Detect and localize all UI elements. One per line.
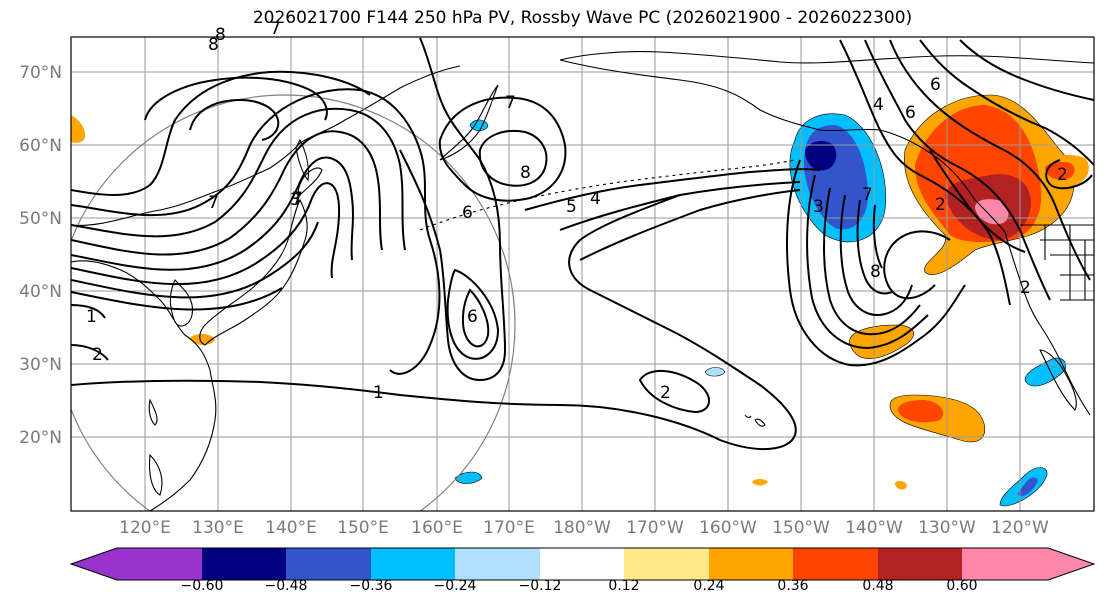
reference-circle	[71, 94, 516, 511]
colorbar-tick-label: 0.60	[946, 578, 977, 594]
colorbar-segment	[624, 548, 709, 580]
colorbar-tick-label: 0.12	[608, 578, 639, 594]
colorbar-segment	[202, 548, 286, 580]
contour-label: 3	[813, 197, 824, 217]
colorbar-tick-label: −0.12	[519, 578, 562, 594]
lat-label: 70°N	[19, 63, 62, 83]
colorbar-tick-label: 0.36	[777, 578, 808, 594]
contour-label: 2	[935, 195, 946, 215]
contour-label-layer: 8 7 7 8 8 6 5 4 6 7 1 2 7 2 1 2 6 3 7 8 …	[86, 19, 1068, 403]
contour-label: 6	[930, 75, 941, 95]
longitude-axis: 120°E 130°E 140°E 150°E 160°E 170°E 180°…	[119, 518, 1049, 538]
latitude-axis: 70°N 60°N 50°N 40°N 30°N 20°N	[19, 63, 62, 448]
contour-label: 7	[505, 93, 516, 113]
colorbar-outline	[69, 547, 1096, 581]
colorbar	[69, 547, 1096, 581]
colorbar-segment	[71, 548, 202, 580]
lon-label: 130°E	[192, 518, 244, 538]
positive-anomaly-region	[1045, 162, 1075, 180]
contour-label: 1	[86, 307, 97, 327]
lon-label: 170°E	[483, 518, 535, 538]
contour-label: 2	[1020, 278, 1031, 298]
colorbar-segment	[286, 548, 371, 580]
colorbar-tick-label: 0.48	[862, 578, 893, 594]
negative-anomaly-region	[805, 140, 837, 171]
map-gridlines	[71, 37, 1094, 511]
contour-label: 2	[92, 345, 103, 365]
contour-label: 8	[215, 25, 226, 45]
colorbar-segment	[793, 548, 878, 580]
map-frame	[70, 36, 1095, 512]
negative-anomaly-region	[1018, 477, 1038, 497]
lon-label: 160°W	[699, 518, 757, 538]
lon-label: 170°W	[626, 518, 684, 538]
lat-label: 60°N	[19, 136, 62, 156]
colorbar-segment	[455, 548, 540, 580]
lon-label: 120°E	[119, 518, 171, 538]
contour-label: 2	[660, 383, 671, 403]
contour-label: 7	[292, 189, 303, 209]
lon-label: 130°W	[918, 518, 976, 538]
lat-label: 40°N	[19, 282, 62, 302]
lat-label: 50°N	[19, 209, 62, 229]
lat-label: 30°N	[19, 355, 62, 375]
pv-contours	[71, 37, 1094, 451]
colorbar-segment	[540, 548, 624, 580]
positive-anomaly-region	[895, 481, 907, 490]
contour-label: 8	[520, 163, 531, 183]
positive-anomaly-region	[71, 115, 86, 143]
colorbar-ticks: −0.60 −0.48 −0.36 −0.24 −0.12 0.12 0.24 …	[181, 578, 978, 594]
colorbar-segment	[878, 548, 962, 580]
contour-label: 7	[862, 185, 873, 205]
colorbar-tick-label: 0.24	[693, 578, 724, 594]
positive-anomaly-region	[898, 400, 944, 423]
contour-label: 4	[590, 189, 601, 209]
colorbar-tick-label: −0.48	[265, 578, 308, 594]
contour-label: 4	[873, 95, 884, 115]
contour-label: 6	[905, 103, 916, 123]
contour-label: 6	[462, 203, 473, 223]
lon-label: 140°E	[265, 518, 317, 538]
colorbar-tick-label: −0.24	[434, 578, 477, 594]
colorbar-segment	[709, 548, 793, 580]
contour-label: 8	[208, 35, 219, 55]
negative-anomaly-region	[1024, 357, 1066, 387]
contour-label: 2	[1057, 165, 1068, 185]
lon-label: 140°W	[845, 518, 903, 538]
colorbar-segment	[371, 548, 455, 580]
map-title: 2026021700 F144 250 hPa PV, Rossby Wave …	[252, 8, 913, 28]
contour-label: 5	[566, 197, 577, 217]
lon-label: 150°E	[337, 518, 389, 538]
lon-label: 160°E	[411, 518, 463, 538]
negative-anomaly-region	[454, 471, 483, 484]
colorbar-tick-label: −0.36	[350, 578, 393, 594]
positive-anomaly-region	[849, 324, 914, 359]
contour-label: 3	[290, 190, 301, 210]
lat-label: 20°N	[19, 428, 62, 448]
negative-anomaly-region	[704, 367, 726, 377]
contour-label: 7	[208, 193, 219, 213]
negative-anomaly-region	[469, 119, 489, 132]
colorbar-tick-label: −0.60	[181, 578, 224, 594]
contour-label: 7	[270, 19, 281, 39]
contour-label: 6	[467, 307, 478, 327]
colorbar-segment	[962, 548, 1094, 580]
contour-label: 8	[870, 262, 881, 282]
lon-label: 180°W	[553, 518, 611, 538]
lon-label: 150°W	[772, 518, 830, 538]
lon-label: 120°W	[991, 518, 1049, 538]
positive-anomaly-region	[752, 479, 768, 486]
contour-label: 1	[373, 383, 384, 403]
